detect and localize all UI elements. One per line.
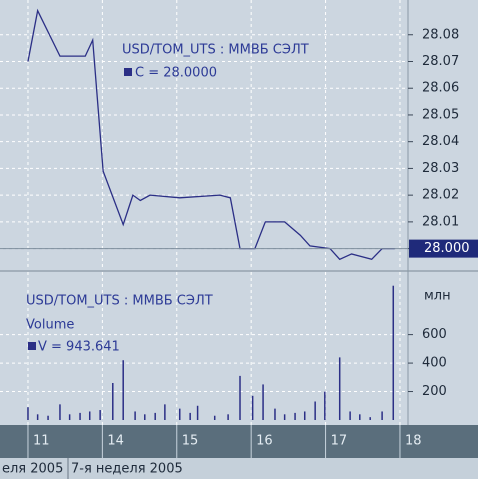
- y-tick-label: 400: [422, 356, 447, 371]
- volume-bar: [392, 285, 395, 420]
- volume-bar: [227, 414, 229, 420]
- volume-bar: [262, 384, 264, 420]
- y-tick-label: 28.05: [422, 107, 459, 122]
- volume-bar: [294, 412, 296, 420]
- y-tick-label: 28.06: [422, 81, 459, 96]
- legend-series: Volume: [26, 318, 74, 333]
- volume-bar: [359, 414, 361, 420]
- volume-bar: [99, 410, 101, 420]
- y-tick-label: 600: [422, 327, 447, 342]
- volume-bar: [213, 415, 216, 420]
- week-label: 7-я неделя 2005: [71, 462, 183, 477]
- y-tick-label: 28.04: [422, 134, 459, 149]
- x-tick-label: 16: [256, 434, 273, 449]
- volume-bar: [239, 375, 241, 420]
- unit-label: млн: [424, 289, 451, 304]
- x-tick-label: 11: [33, 434, 50, 449]
- volume-bar: [314, 401, 316, 420]
- x-tick-label: 15: [182, 434, 199, 449]
- x-tick-label: 18: [405, 434, 422, 449]
- last-value-label: 28.000: [424, 241, 470, 256]
- volume-bar: [36, 414, 39, 420]
- y-tick-label: 28.08: [422, 27, 459, 42]
- volume-bar: [68, 414, 71, 420]
- volume-bar: [88, 411, 91, 420]
- volume-bar: [79, 412, 81, 420]
- volume-bar: [164, 404, 166, 420]
- volume-bar: [134, 411, 136, 420]
- legend-swatch: [28, 342, 36, 350]
- y-tick-label: 28.03: [422, 161, 459, 176]
- volume-bar: [122, 360, 124, 420]
- volume-bar: [154, 412, 156, 420]
- volume-bar: [251, 395, 254, 420]
- volume-bar: [274, 408, 276, 420]
- volume-bar: [47, 415, 49, 420]
- volume-bar: [59, 404, 61, 420]
- volume-bar: [196, 405, 199, 420]
- volume-bar: [349, 411, 351, 420]
- volume-bar: [303, 411, 306, 420]
- volume-bar: [112, 383, 114, 420]
- volume-bar: [324, 391, 326, 420]
- legend-title: USD/TOM_UTS : ММВБ СЭЛТ: [122, 43, 309, 58]
- last-value-box: [409, 239, 478, 258]
- volume-bar: [369, 417, 371, 420]
- volume-bar: [27, 407, 29, 420]
- volume-bar: [283, 414, 286, 420]
- x-tick-label: 17: [331, 434, 348, 449]
- volume-bar: [144, 414, 146, 420]
- volume-bar: [189, 412, 191, 420]
- y-tick-label: 200: [422, 384, 447, 399]
- x-axis-band: [0, 425, 478, 458]
- y-tick-label: 28.02: [422, 188, 459, 203]
- y-tick-label: 28.07: [422, 54, 459, 69]
- price-line: [27, 8, 395, 261]
- volume-bar: [338, 357, 341, 420]
- legend-value: C = 28.0000: [135, 66, 217, 81]
- volume-bar: [178, 408, 181, 420]
- volume-bar: [381, 411, 383, 420]
- legend-title: USD/TOM_UTS : ММВБ СЭЛТ: [26, 294, 213, 309]
- y-tick-label: 28.01: [422, 214, 459, 229]
- week-band: [0, 458, 478, 479]
- legend-value: V = 943.641: [38, 340, 120, 355]
- legend-swatch: [124, 68, 132, 76]
- x-tick-label: 14: [107, 434, 124, 449]
- week-label: еля 2005: [2, 462, 63, 477]
